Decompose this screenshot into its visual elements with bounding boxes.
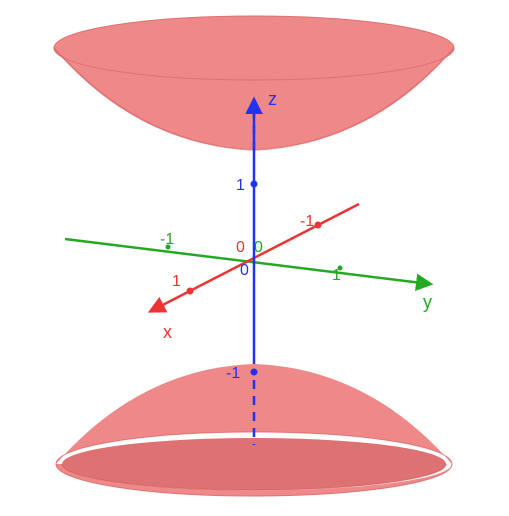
x-tick-neg1: -1 — [300, 213, 314, 230]
y-tick-1: 1 — [332, 267, 341, 284]
y-tick-neg1: -1 — [160, 231, 174, 248]
surface-top-rim — [54, 16, 454, 80]
z-tick-1: 1 — [236, 177, 245, 194]
plot-svg: -1 0 1 y -1 0 1 x 1 0 -1 z — [0, 0, 509, 516]
y-axis-label: y — [423, 292, 432, 312]
z-axis-label: z — [268, 89, 277, 109]
plot-canvas: -1 0 1 y -1 0 1 x 1 0 -1 z — [0, 0, 509, 516]
x-tick-0: 0 — [236, 239, 245, 256]
z-tick-neg1: -1 — [226, 365, 240, 382]
x-tick-1: 1 — [172, 273, 181, 290]
x-axis-label: x — [163, 322, 172, 342]
z-tick-0: 0 — [240, 262, 249, 279]
